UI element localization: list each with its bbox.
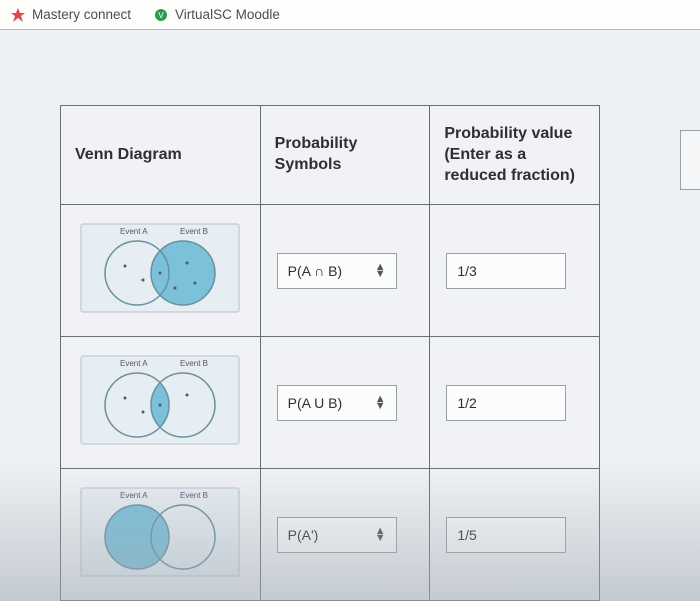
header-probability-value: Probability value (Enter as a reduced fr…	[430, 106, 600, 205]
table-row: Event A Event B P(A') ▲▼	[61, 469, 600, 601]
bookmark-mastery-connect[interactable]: Mastery connect	[10, 7, 131, 23]
svg-text:Event B: Event B	[180, 491, 208, 500]
question-panel: Venn Diagram Probability Symbols Probabi…	[60, 105, 600, 601]
page-content: Venn Diagram Probability Symbols Probabi…	[0, 30, 700, 601]
virtualsc-icon: V	[153, 7, 169, 23]
header-probability-symbols: Probability Symbols	[260, 106, 430, 205]
probability-table: Venn Diagram Probability Symbols Probabi…	[60, 105, 600, 601]
select-value: P(A')	[288, 527, 319, 543]
probability-symbol-select[interactable]: P(A U B) ▲▼	[277, 385, 397, 421]
symbol-cell: P(A U B) ▲▼	[260, 337, 430, 469]
symbol-cell: P(A') ▲▼	[260, 469, 430, 601]
adjacent-panel-edge	[680, 130, 700, 190]
header-venn-diagram: Venn Diagram	[61, 106, 261, 205]
sort-icon: ▲▼	[375, 396, 386, 410]
symbol-cell: P(A ∩ B) ▲▼	[260, 205, 430, 337]
input-value: 1/5	[457, 527, 476, 543]
value-cell: 1/5	[430, 469, 600, 601]
venn-diagram-intersection: Event A Event B	[75, 350, 245, 450]
input-value: 1/3	[457, 263, 476, 279]
svg-text:Event B: Event B	[180, 359, 208, 368]
select-value: P(A U B)	[288, 395, 342, 411]
table-row: Event A Event B P(A	[61, 205, 600, 337]
select-value: P(A ∩ B)	[288, 263, 342, 279]
probability-symbol-select[interactable]: P(A') ▲▼	[277, 517, 397, 553]
bookmark-label: Mastery connect	[32, 7, 131, 22]
sort-icon: ▲▼	[375, 264, 386, 278]
probability-value-input[interactable]: 1/5	[446, 517, 566, 553]
svg-text:Event A: Event A	[120, 359, 148, 368]
svg-text:V: V	[158, 11, 164, 20]
bookmark-label: VirtualSC Moodle	[175, 7, 280, 22]
table-row: Event A Event B	[61, 337, 600, 469]
venn-diagram-left-circle: Event A Event B	[75, 482, 245, 582]
probability-value-input[interactable]: 1/2	[446, 385, 566, 421]
sort-icon: ▲▼	[375, 528, 386, 542]
value-cell: 1/3	[430, 205, 600, 337]
venn-cell: Event A Event B	[61, 337, 261, 469]
venn-cell: Event A Event B	[61, 205, 261, 337]
mastery-icon	[10, 7, 26, 23]
value-cell: 1/2	[430, 337, 600, 469]
svg-text:Event B: Event B	[180, 227, 208, 236]
svg-text:Event A: Event A	[120, 227, 148, 236]
probability-symbol-select[interactable]: P(A ∩ B) ▲▼	[277, 253, 397, 289]
svg-text:Event A: Event A	[120, 491, 148, 500]
venn-diagram-right-circle: Event A Event B	[75, 218, 245, 318]
bookmark-bar: Mastery connect V VirtualSC Moodle	[0, 0, 700, 30]
venn-cell: Event A Event B	[61, 469, 261, 601]
input-value: 1/2	[457, 395, 476, 411]
bookmark-virtualsc-moodle[interactable]: V VirtualSC Moodle	[153, 7, 280, 23]
probability-value-input[interactable]: 1/3	[446, 253, 566, 289]
